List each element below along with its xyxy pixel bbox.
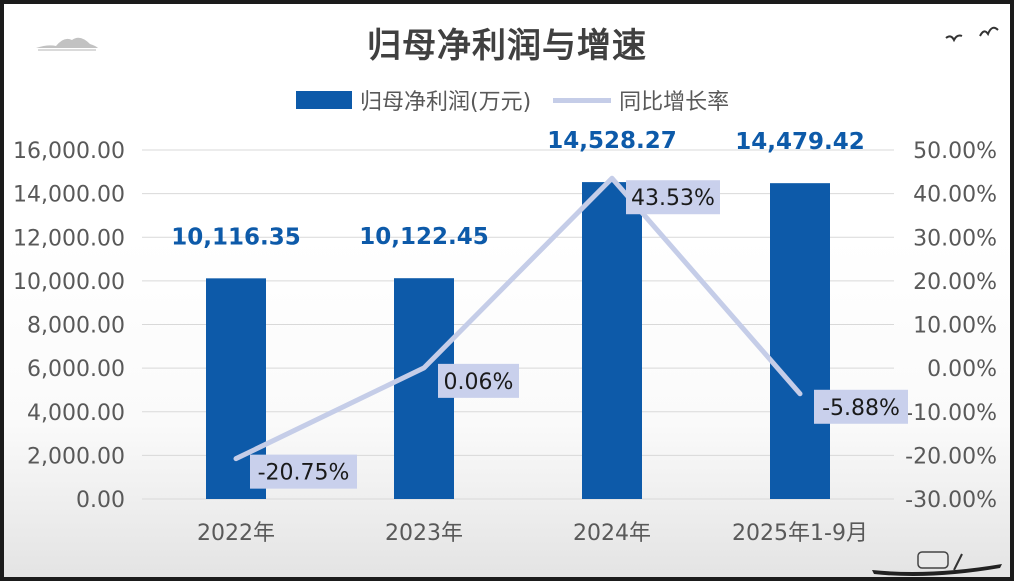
y-left-tick-label: 10,000.00 [13, 270, 125, 295]
legend-line-label: 同比增长率 [619, 90, 730, 115]
y-left-tick-label: 6,000.00 [27, 357, 125, 382]
line-label-box [250, 454, 357, 489]
y-left-tick-label: 4,000.00 [27, 401, 125, 426]
x-tick-label: 2023年 [385, 521, 463, 546]
x-tick-label: 2024年 [573, 521, 651, 546]
y-right-tick-label: -10.00% [905, 401, 997, 426]
mountain-logo-icon [36, 37, 98, 51]
y-left-tick-label: 16,000.00 [13, 139, 125, 164]
bar-value-label: 10,122.45 [359, 224, 489, 250]
line-value-label: 43.53% [631, 186, 715, 211]
y-left-tick-label: 2,000.00 [27, 444, 125, 469]
bar-value-label: 14,479.42 [735, 129, 865, 155]
legend-bar-label: 归母净利润(万元) [360, 90, 532, 115]
chart-title: 归母净利润与增速 [367, 26, 647, 66]
bar-value-label: 14,528.27 [547, 128, 677, 154]
y-right-tick-label: 30.00% [913, 226, 997, 251]
y-right-tick-label: 40.00% [913, 183, 997, 208]
legend-line-swatch [553, 97, 612, 103]
chart-plot-area: 0.00 2,000.00 4,000.00 6,000.00 8,000.00 10,0… [13, 128, 997, 546]
y-left-tick-label: 0.00 [76, 488, 125, 513]
bar-value-label: 10,116.35 [171, 224, 301, 250]
line-label-box [626, 180, 720, 215]
line-value-label: -20.75% [258, 461, 350, 486]
y-left-tick-label: 14,000.00 [13, 183, 125, 208]
y-right-tick-label: -30.00% [905, 488, 997, 513]
x-tick-label: 2025年1-9月 [732, 521, 868, 546]
line-label-box [438, 363, 519, 398]
chart-legend: 归母净利润(万元) 同比增长率 [296, 84, 729, 116]
line-value-label: 0.06% [444, 370, 514, 395]
bar [582, 182, 642, 499]
y-left-tick-label: 8,000.00 [27, 314, 125, 339]
bar [770, 183, 830, 499]
y-right-tick-label: 0.00% [927, 357, 997, 382]
x-tick-label: 2022年 [197, 521, 275, 546]
line-label-box [814, 389, 908, 424]
boat-icon [872, 551, 1002, 576]
y-right-tick-label: -20.00% [905, 444, 997, 469]
growth-rate-line [233, 175, 803, 462]
y-right-tick-label: 50.00% [913, 139, 997, 164]
y-right-tick-label: 20.00% [913, 270, 997, 295]
legend-bar-swatch [296, 91, 352, 109]
y-left-tick-label: 12,000.00 [13, 226, 125, 251]
line-value-label: -5.88% [822, 396, 900, 421]
y-right-tick-label: 10.00% [913, 314, 997, 339]
birds-icon [945, 26, 999, 43]
